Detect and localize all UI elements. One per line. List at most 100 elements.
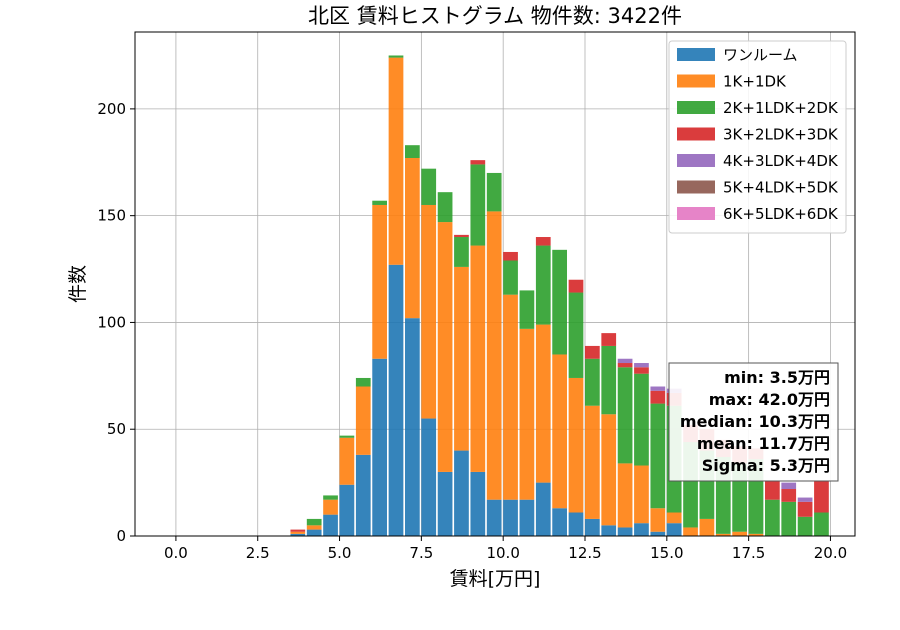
y-tick-label: 150 [97, 207, 126, 225]
stats-box: min: 3.5万円 max: 42.0万円 median: 10.3万円 mean:… [668, 362, 839, 482]
bar-segment [339, 484, 355, 536]
bar-segment [765, 480, 780, 500]
y-tick-label: 100 [97, 313, 126, 331]
chart-title: 北区 賃料ヒストグラム 物件数: 3422件 [308, 4, 682, 28]
bar-segment [585, 358, 600, 406]
bar-segment [486, 211, 502, 500]
bar-segment [503, 260, 518, 295]
bar-segment [552, 354, 567, 509]
bar-segment [650, 386, 666, 391]
bar-segment [454, 234, 469, 238]
stats-box-frame [668, 362, 839, 482]
bar-segment [650, 390, 666, 404]
legend-swatch [677, 207, 715, 220]
stats-line: min: 3.5万円 [724, 368, 830, 387]
bar-segment [454, 450, 469, 536]
bar-segment [617, 367, 633, 464]
bar-segment [585, 518, 600, 536]
legend-swatch [677, 48, 715, 61]
x-tick-label: 5.0 [328, 544, 352, 562]
legend-swatch [677, 180, 715, 194]
bar-segment [568, 377, 584, 513]
bar-segment [568, 512, 584, 536]
bar-segment [683, 527, 698, 536]
bar-segment [617, 463, 633, 528]
bar-segment [617, 363, 633, 368]
bar-segment [519, 290, 535, 329]
bar-segment [421, 418, 437, 536]
legend: ワンルーム 1K+1DK 2K+1LDK+2DK 3K+2LDK+3DK 4K+3LDK… [668, 40, 847, 234]
bar-segment [568, 292, 584, 378]
bar-segment [372, 358, 387, 536]
x-tick-label: 0.0 [164, 544, 188, 562]
bar-segment [372, 204, 387, 359]
bar-segment [339, 437, 355, 485]
bar-segment [535, 237, 551, 246]
legend-label: 1K+1DK [723, 73, 787, 91]
legend-label: ワンルーム [723, 46, 798, 64]
bar-segment [437, 192, 453, 223]
x-tick-label: 15.0 [650, 544, 683, 562]
bar-segment [568, 279, 584, 293]
bar-segment [797, 516, 813, 536]
x-tick-label: 10.0 [486, 544, 519, 562]
y-tick-label: 200 [97, 100, 126, 118]
bar-segment [290, 531, 306, 534]
legend-swatch [677, 101, 715, 114]
bar-segment [666, 512, 682, 524]
bar-segment [585, 345, 600, 359]
stats-line: Sigma: 5.3万円 [702, 456, 830, 475]
x-ticks: 0.0 2.5 5.0 7.5 10.0 12.5 15.0 17.5 20.0 [164, 536, 847, 562]
bar-segment [388, 55, 404, 58]
bar-segment [634, 373, 649, 466]
bar-segment [306, 529, 322, 536]
bar-segment [503, 499, 518, 536]
bar-segment [634, 465, 649, 524]
bar-segment [699, 518, 715, 536]
legend-label: 6K+5LDK+6DK [723, 205, 839, 223]
x-tick-label: 12.5 [568, 544, 601, 562]
bar-segment [666, 523, 682, 536]
stats-line: median: 10.3万円 [680, 412, 830, 431]
legend-label: 4K+3LDK+4DK [723, 152, 839, 170]
bar-segment [388, 57, 404, 265]
legend-label: 5K+4LDK+5DK [723, 179, 839, 197]
bar-segment [405, 145, 420, 158]
bar-segment [634, 523, 649, 536]
bar-segment [617, 527, 633, 536]
bar-segment [503, 251, 518, 261]
bar-segment [519, 499, 535, 536]
bar-segment [421, 168, 437, 205]
bar-segment [535, 324, 551, 483]
bar-segment [437, 471, 453, 536]
bar-segment [339, 435, 355, 438]
bar-segment [601, 345, 617, 415]
bar-segment [732, 531, 747, 536]
bar-segment [405, 318, 420, 536]
bar-segment [585, 405, 600, 519]
bar-segment [797, 497, 813, 502]
bar-segment [781, 501, 797, 536]
y-axis-label: 件数 [67, 265, 89, 303]
bar-segment [765, 499, 780, 536]
legend-swatch [677, 127, 715, 141]
bar-segment [355, 454, 371, 536]
bar-segment [519, 328, 535, 500]
bar-segment [306, 518, 322, 526]
bar-segment [372, 200, 387, 205]
x-axis-label: 賃料[万円] [450, 568, 541, 590]
bar-segment [323, 499, 338, 515]
x-tick-label: 20.0 [814, 544, 847, 562]
bar-segment [323, 514, 338, 536]
bar-segment [617, 358, 633, 364]
bar-segment [486, 172, 502, 212]
bar-segment [535, 482, 551, 536]
x-tick-label: 17.5 [732, 544, 765, 562]
bar-segment [405, 158, 420, 319]
bar-segment [781, 489, 797, 502]
bar-segment [503, 294, 518, 500]
legend-label: 2K+1LDK+2DK [723, 99, 839, 117]
bar-segment [355, 386, 371, 455]
y-tick-label: 0 [116, 527, 126, 545]
